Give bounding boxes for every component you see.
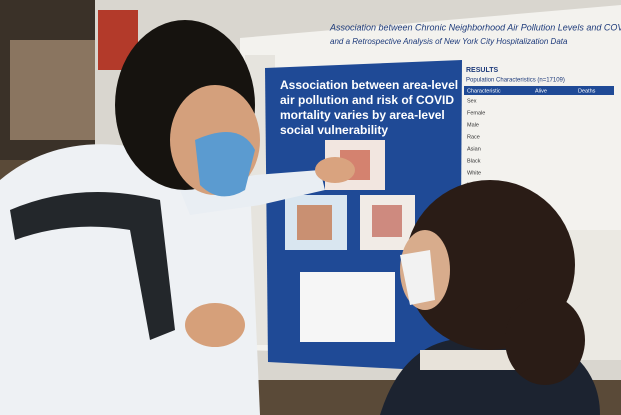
- row-label: Male: [467, 122, 479, 128]
- panel-title-line: Association between area-level: [280, 78, 458, 92]
- panel-title-line: mortality varies by area-level: [280, 108, 445, 122]
- woman-bun: [505, 295, 585, 385]
- row-label: Asian: [467, 146, 481, 152]
- window: [10, 40, 100, 140]
- man-arm: [180, 170, 325, 215]
- plot-figure: [300, 272, 395, 342]
- panel-title-line: social vulnerability: [280, 123, 388, 137]
- column-header: Characteristic: [467, 88, 501, 94]
- row-label: Sex: [467, 98, 477, 104]
- map-shape: [297, 205, 332, 240]
- map-shape: [372, 205, 402, 237]
- table-title: Population Characteristics (n=17109): [466, 78, 565, 84]
- column-header: Deaths: [578, 88, 596, 94]
- row-label: Female: [467, 110, 485, 116]
- column-header: Alive: [535, 88, 547, 94]
- row-label: Black: [467, 158, 481, 164]
- row-label: Race: [467, 134, 480, 140]
- table-header: [464, 86, 614, 95]
- backpack-strap: [10, 192, 175, 340]
- hand: [315, 157, 355, 183]
- panel-title-line: air pollution and risk of COVID: [280, 93, 454, 107]
- face-mask: [195, 132, 255, 197]
- results-heading: RESULTS: [466, 67, 498, 74]
- man-hand: [185, 303, 245, 347]
- woman-mask: [400, 250, 435, 305]
- poster-subtitle: and a Retrospective Analysis of New York…: [330, 37, 568, 46]
- poster-title: Association between Chronic Neighborhood…: [329, 22, 621, 32]
- row-label: White: [467, 170, 481, 176]
